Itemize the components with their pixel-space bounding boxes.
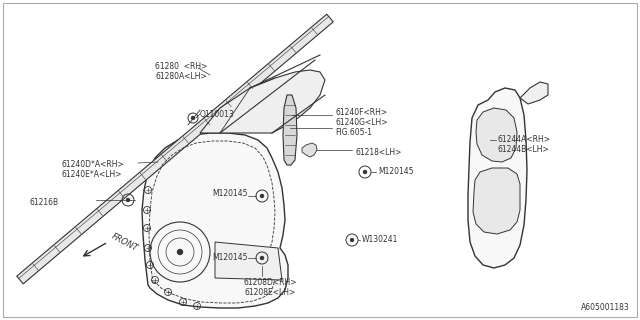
- Polygon shape: [302, 143, 317, 157]
- Circle shape: [177, 249, 183, 255]
- Text: 61244A<RH>: 61244A<RH>: [498, 135, 551, 144]
- Text: M120145: M120145: [212, 189, 248, 198]
- Circle shape: [126, 198, 130, 202]
- Text: W130241: W130241: [362, 236, 398, 244]
- Text: 61208D<RH>: 61208D<RH>: [243, 278, 297, 287]
- Text: A605001183: A605001183: [581, 303, 630, 312]
- Polygon shape: [476, 108, 517, 162]
- Text: 61244B<LH>: 61244B<LH>: [498, 145, 550, 154]
- Polygon shape: [142, 133, 288, 308]
- Polygon shape: [520, 82, 548, 104]
- Text: 61240G<LH>: 61240G<LH>: [335, 118, 387, 127]
- Text: 61240F<RH>: 61240F<RH>: [335, 108, 387, 117]
- Text: 61280  <RH>: 61280 <RH>: [155, 62, 207, 71]
- Text: FIG.605-1: FIG.605-1: [335, 128, 372, 137]
- Polygon shape: [200, 70, 325, 133]
- Text: Q110013: Q110013: [200, 110, 235, 119]
- Circle shape: [260, 194, 264, 198]
- Text: FRONT: FRONT: [110, 232, 140, 254]
- Text: 61208E<LH>: 61208E<LH>: [244, 288, 296, 297]
- Circle shape: [260, 256, 264, 260]
- Text: 61240E*A<LH>: 61240E*A<LH>: [62, 170, 122, 179]
- Text: M120145: M120145: [378, 167, 413, 177]
- Text: 61218<LH>: 61218<LH>: [355, 148, 401, 157]
- Polygon shape: [468, 88, 527, 268]
- Text: 61280A<LH>: 61280A<LH>: [155, 72, 207, 81]
- Polygon shape: [283, 95, 297, 165]
- Polygon shape: [17, 14, 333, 284]
- Circle shape: [350, 238, 354, 242]
- Text: 61240D*A<RH>: 61240D*A<RH>: [62, 160, 125, 169]
- Circle shape: [363, 170, 367, 174]
- Circle shape: [191, 116, 195, 120]
- Polygon shape: [215, 242, 282, 280]
- Text: 61216B: 61216B: [30, 198, 59, 207]
- Polygon shape: [473, 168, 520, 234]
- Text: M120145: M120145: [212, 253, 248, 262]
